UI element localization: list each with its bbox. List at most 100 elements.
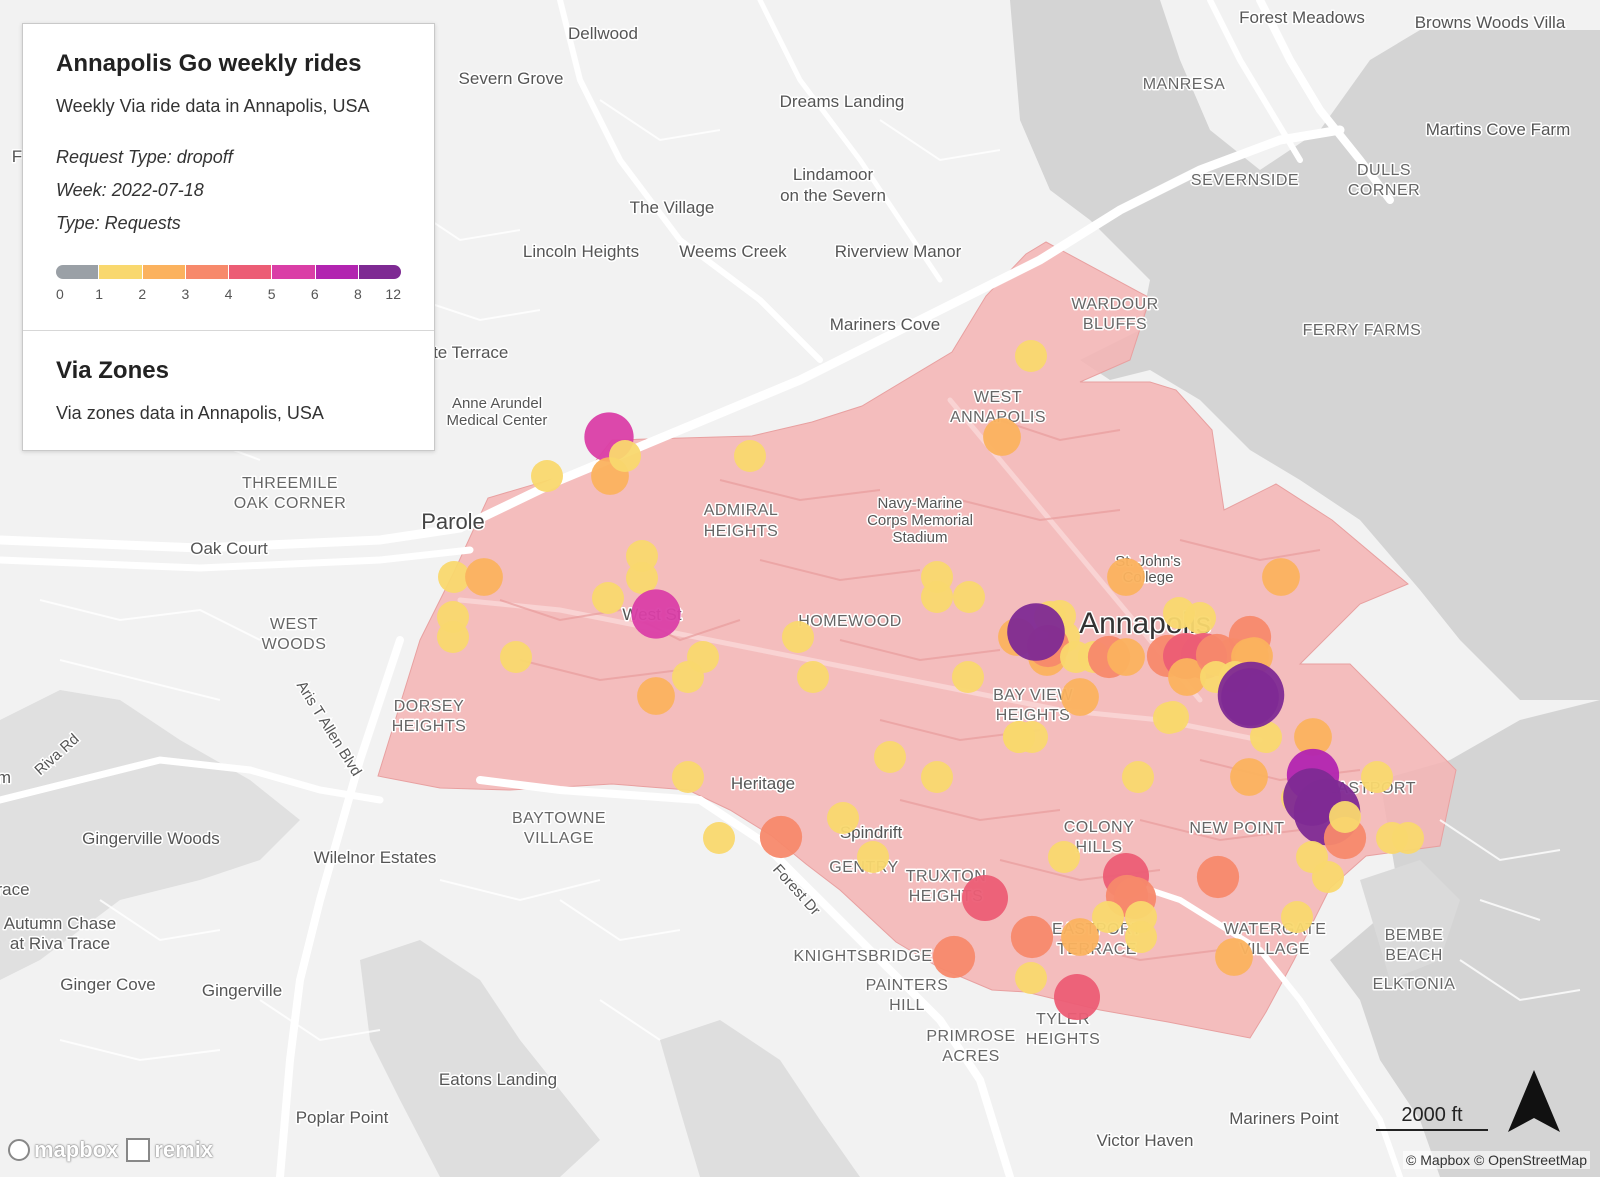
color-ramp-ticks: 0 1 2 3 4 5 6 8 12 [56, 286, 401, 308]
ride-point[interactable] [465, 558, 503, 596]
ride-point[interactable] [1215, 938, 1253, 976]
ride-point[interactable] [1329, 801, 1361, 833]
ride-point[interactable] [531, 460, 563, 492]
ride-point[interactable] [1281, 901, 1313, 933]
ride-point[interactable] [857, 841, 889, 873]
ride-point[interactable] [1125, 921, 1157, 953]
place-label: Weems Creek [679, 242, 787, 261]
place-label: Heritage [731, 774, 795, 793]
ride-point[interactable] [797, 661, 829, 693]
ride-point[interactable] [962, 875, 1008, 921]
ride-point[interactable] [1196, 855, 1240, 899]
mapbox-logo[interactable]: mapbox [8, 1137, 118, 1163]
place-label: HILL [889, 997, 925, 1014]
ride-point[interactable] [1184, 602, 1216, 634]
ride-point[interactable] [1168, 658, 1206, 696]
place-label: FERRY FARMS [1303, 322, 1422, 339]
ride-point[interactable] [952, 661, 984, 693]
map-attribution[interactable]: © Mapbox © OpenStreetMap [1403, 1151, 1590, 1169]
place-label: F [12, 147, 22, 166]
ramp-swatch [229, 265, 273, 279]
ride-point[interactable] [1092, 901, 1124, 933]
ride-point[interactable] [1107, 638, 1145, 676]
north-arrow-icon[interactable] [1506, 1068, 1562, 1136]
ramp-swatch [142, 265, 186, 279]
ride-point[interactable] [921, 581, 953, 613]
ride-point[interactable] [626, 540, 658, 572]
ride-point[interactable] [1221, 668, 1279, 726]
ride-point[interactable] [1250, 721, 1282, 753]
place-label: ate Terrace [424, 343, 509, 362]
place-label: at Riva Trace [10, 934, 110, 953]
ride-point[interactable] [1003, 721, 1035, 753]
ride-point[interactable] [1015, 340, 1047, 372]
ride-point[interactable] [1061, 918, 1099, 956]
ride-point[interactable] [921, 761, 953, 793]
ride-point[interactable] [1010, 915, 1054, 959]
place-label: WEST [974, 389, 1022, 406]
place-label: BAY VIEW [993, 687, 1073, 704]
ride-point[interactable] [609, 440, 641, 472]
place-label: HEIGHTS [1026, 1031, 1101, 1048]
ride-point[interactable] [1294, 718, 1332, 756]
ride-point[interactable] [1015, 962, 1047, 994]
remix-logo[interactable]: remix [126, 1137, 213, 1163]
ride-point[interactable] [734, 440, 766, 472]
place-label: Gingerville [202, 981, 282, 1000]
place-label: BAYTOWNE [512, 810, 606, 827]
place-label: TRUXTON [906, 868, 987, 885]
ride-point[interactable] [437, 621, 469, 653]
filter-type: Type: Requests [56, 213, 181, 233]
ride-point[interactable] [1157, 701, 1189, 733]
ramp-tick-label: 2 [138, 286, 147, 302]
ride-point[interactable] [1007, 603, 1065, 661]
ride-point[interactable] [1054, 974, 1100, 1020]
ride-point[interactable] [637, 677, 675, 715]
place-label: Mariners Point [1229, 1109, 1339, 1128]
ramp-tick-label: 8 [353, 286, 362, 302]
ride-point[interactable] [1048, 841, 1080, 873]
ride-point[interactable] [592, 582, 624, 614]
ride-point[interactable] [1107, 558, 1145, 596]
ride-point[interactable] [827, 802, 859, 834]
place-label: PRIMROSE [926, 1028, 1015, 1045]
place-label: KNIGHTSBRIDGE [794, 948, 933, 965]
ride-point[interactable] [874, 741, 906, 773]
ride-point[interactable] [672, 661, 704, 693]
ride-point[interactable] [953, 581, 985, 613]
ride-point[interactable] [1283, 768, 1341, 826]
ride-point[interactable] [1361, 761, 1393, 793]
ride-point[interactable] [983, 418, 1021, 456]
place-label: BLUFFS [1083, 316, 1147, 333]
ride-point[interactable] [1392, 822, 1424, 854]
provider-logos[interactable]: mapbox remix [8, 1137, 213, 1163]
ride-point[interactable] [759, 815, 803, 859]
ride-point[interactable] [1122, 761, 1154, 793]
ride-point[interactable] [500, 641, 532, 673]
ride-point[interactable] [1262, 558, 1300, 596]
place-label: WARDOUR [1071, 296, 1158, 313]
ride-point[interactable] [672, 761, 704, 793]
place-label: Parole [421, 509, 485, 534]
ride-point[interactable] [703, 822, 735, 854]
ride-point[interactable] [438, 561, 470, 593]
ride-point[interactable] [631, 589, 681, 639]
ride-point[interactable] [626, 562, 658, 594]
place-label: Lindamoor [793, 165, 874, 184]
place-label: Autumn Chase [4, 914, 116, 933]
ride-point[interactable] [782, 621, 814, 653]
ride-point[interactable] [1312, 861, 1344, 893]
ride-point[interactable] [1061, 678, 1099, 716]
ride-point[interactable] [1230, 758, 1268, 796]
place-label: The Village [630, 198, 715, 217]
place-label: Oak Court [190, 539, 268, 558]
place-label: Dellwood [568, 24, 638, 43]
place-label: Riverview Manor [835, 242, 962, 261]
place-label: DORSEY [394, 698, 465, 715]
place-label: BEMBE [1385, 927, 1444, 944]
place-label: Wilelnor Estates [314, 848, 437, 867]
ride-point[interactable] [932, 935, 976, 979]
remix-icon [126, 1138, 151, 1162]
